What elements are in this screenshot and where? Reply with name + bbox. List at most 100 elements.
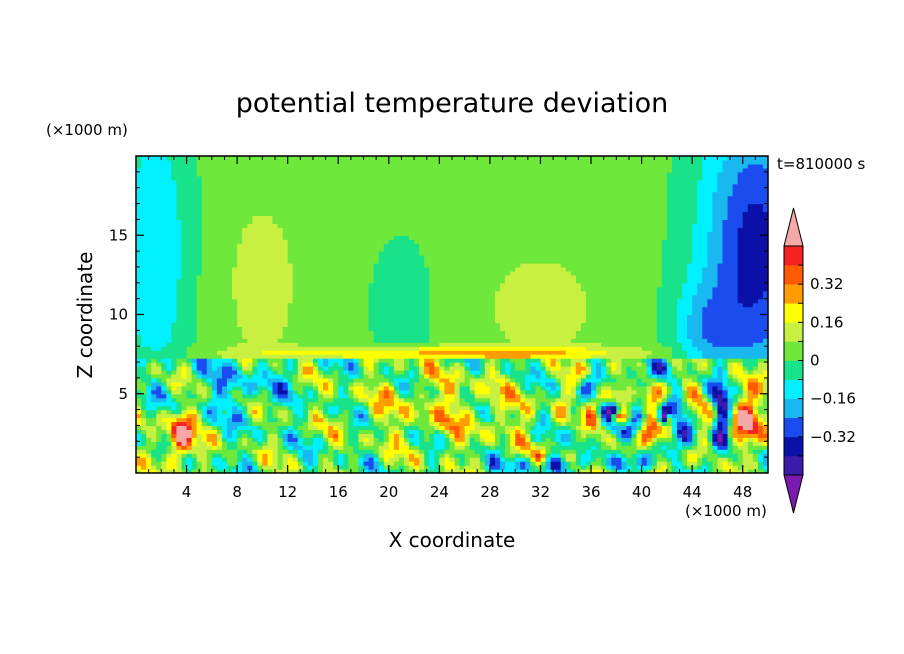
contour-cell bbox=[373, 449, 380, 454]
contour-cell bbox=[469, 401, 491, 407]
contour-cell bbox=[671, 362, 683, 367]
contour-cell bbox=[550, 453, 562, 458]
contour-cell bbox=[302, 453, 314, 458]
contour-cell bbox=[727, 401, 734, 407]
contour-cell bbox=[515, 457, 526, 462]
contour-cell bbox=[712, 290, 739, 296]
contour-cell bbox=[641, 346, 673, 351]
contour-cell bbox=[136, 163, 142, 169]
contour-cell bbox=[429, 461, 435, 466]
contour-cell bbox=[424, 453, 430, 458]
contour-cell bbox=[136, 326, 172, 331]
contour-cell bbox=[338, 393, 349, 399]
contour-cell bbox=[656, 366, 663, 371]
contour-cell bbox=[661, 397, 668, 403]
contour-cell bbox=[530, 453, 537, 458]
contour-cell bbox=[141, 433, 147, 438]
contour-cell bbox=[221, 366, 233, 371]
contour-cell bbox=[494, 437, 501, 442]
contour-cell bbox=[237, 437, 243, 442]
contour-cell bbox=[742, 223, 768, 228]
contour-cell bbox=[707, 437, 713, 442]
contour-cell bbox=[383, 405, 400, 411]
contour-cell bbox=[737, 457, 744, 462]
contour-cell bbox=[580, 461, 587, 466]
contour-cell bbox=[328, 445, 334, 450]
contour-cell bbox=[176, 183, 203, 189]
contour-cell bbox=[439, 385, 446, 391]
contour-cell bbox=[348, 389, 355, 395]
contour-cell bbox=[656, 334, 678, 339]
contour-cell bbox=[596, 369, 602, 375]
contour-cell bbox=[712, 215, 729, 220]
contour-cell bbox=[176, 187, 203, 193]
contour-cell bbox=[474, 421, 481, 427]
contour-cell bbox=[702, 413, 708, 419]
contour-cell bbox=[419, 457, 425, 462]
contour-cell bbox=[651, 350, 673, 355]
contour-cell bbox=[727, 421, 734, 427]
contour-cell bbox=[338, 381, 349, 387]
contour-cell bbox=[661, 366, 668, 371]
contour-cell bbox=[717, 413, 724, 419]
contour-cell bbox=[434, 358, 440, 363]
contour-cell bbox=[201, 183, 668, 189]
contour-cell bbox=[707, 377, 724, 383]
contour-cell bbox=[156, 469, 183, 473]
contour-cell bbox=[601, 366, 607, 371]
contour-cell bbox=[727, 409, 734, 415]
contour-cell bbox=[459, 373, 466, 379]
contour-cell bbox=[287, 385, 294, 391]
contour-cell bbox=[136, 393, 147, 399]
contour-cell bbox=[479, 413, 491, 419]
contour-cell bbox=[621, 465, 628, 470]
contour-cell bbox=[687, 326, 703, 331]
contour-cell bbox=[383, 373, 410, 379]
contour-cell bbox=[151, 373, 172, 379]
contour-cell bbox=[656, 322, 678, 327]
contour-cell bbox=[277, 437, 284, 442]
contour-cell bbox=[580, 377, 587, 383]
contour-cell bbox=[181, 251, 203, 256]
contour-cell bbox=[757, 401, 764, 407]
contour-cell bbox=[378, 381, 385, 387]
contour-cell bbox=[500, 405, 506, 411]
contour-cell bbox=[545, 461, 552, 466]
contour-cell bbox=[414, 449, 420, 454]
contour-cell bbox=[186, 366, 193, 371]
contour-cell bbox=[651, 441, 658, 446]
contour-cell bbox=[176, 369, 183, 375]
contour-cell bbox=[267, 457, 274, 462]
contour-cell bbox=[201, 203, 668, 209]
contour-cell bbox=[378, 461, 385, 466]
contour-cell bbox=[141, 409, 147, 415]
contour-cell bbox=[580, 282, 663, 288]
contour-cell bbox=[591, 425, 597, 431]
contour-cell bbox=[383, 366, 390, 371]
contour-cell bbox=[580, 433, 587, 438]
contour-cell bbox=[641, 437, 648, 442]
contour-cell bbox=[510, 373, 526, 379]
contour-cell bbox=[232, 274, 294, 280]
contour-cell bbox=[196, 163, 673, 169]
contour-cell bbox=[312, 405, 319, 411]
contour-cell bbox=[338, 373, 349, 379]
contour-cell bbox=[196, 385, 208, 391]
contour-cell bbox=[409, 362, 415, 367]
contour-cell bbox=[565, 469, 572, 473]
colorbar-tick-label: −0.32 bbox=[810, 428, 856, 446]
contour-cell bbox=[242, 326, 284, 331]
contour-cell bbox=[454, 393, 461, 399]
contour-cell bbox=[525, 397, 537, 403]
contour-cell bbox=[181, 401, 198, 407]
contour-cell bbox=[201, 437, 208, 442]
contour-cell bbox=[136, 385, 147, 391]
contour-cell bbox=[136, 231, 183, 236]
contour-cell bbox=[414, 393, 420, 399]
contour-cell bbox=[671, 457, 678, 462]
contour-cell bbox=[560, 469, 567, 473]
contour-cell bbox=[312, 461, 319, 466]
contour-cell bbox=[515, 389, 521, 395]
contour-cell bbox=[722, 405, 729, 411]
contour-cell bbox=[196, 425, 203, 431]
